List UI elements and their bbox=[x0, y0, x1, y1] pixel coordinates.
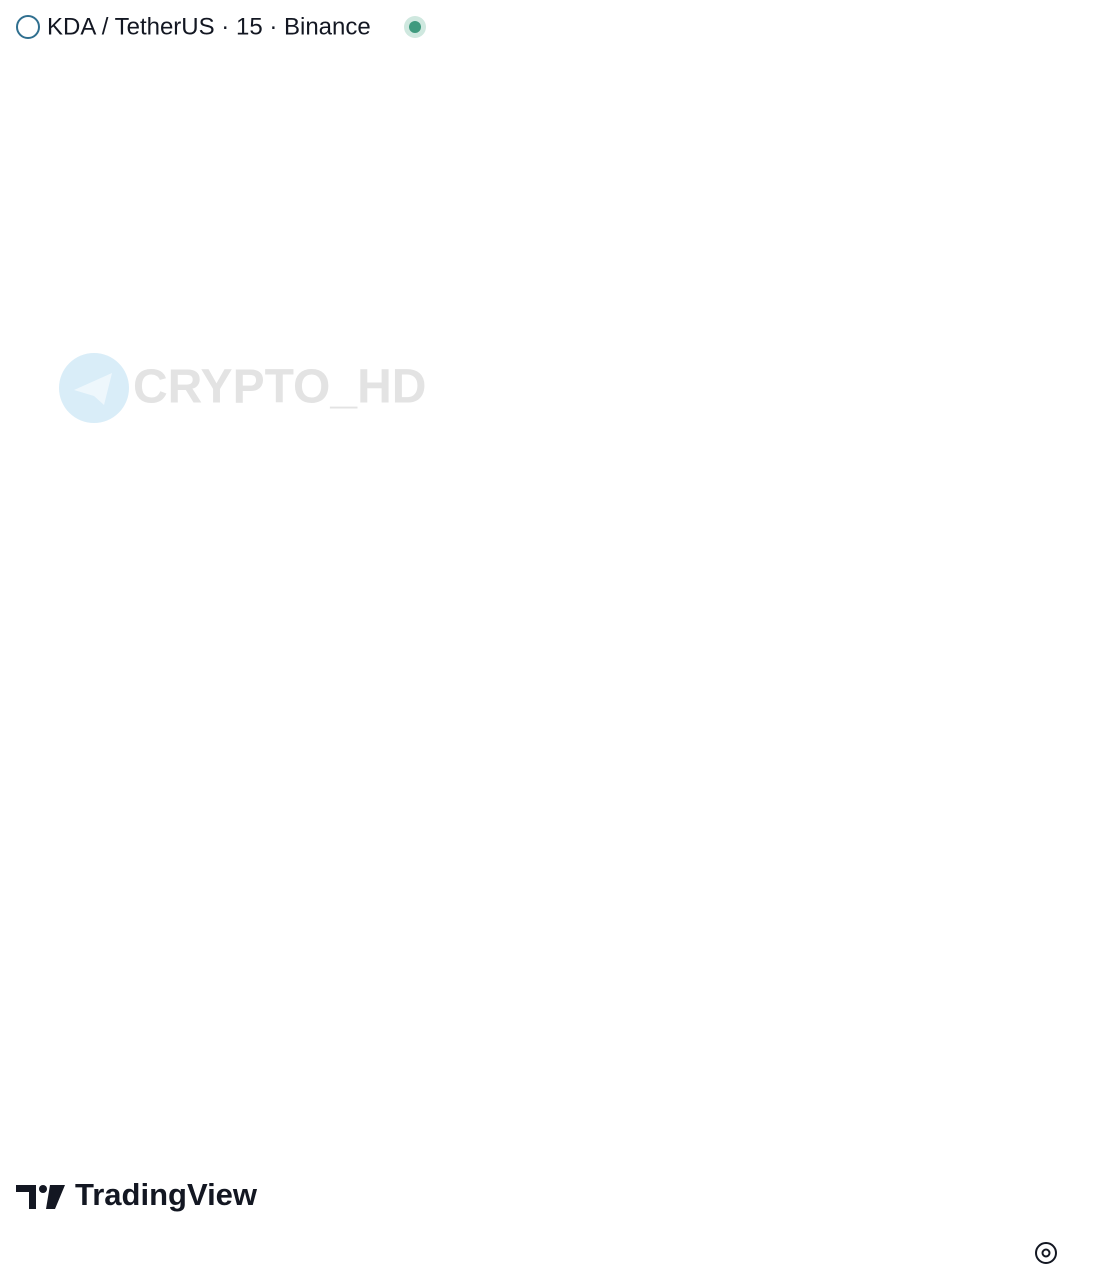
brand-logo bbox=[16, 1185, 65, 1209]
settings-icon[interactable] bbox=[1035, 1242, 1057, 1264]
brand: TradingView bbox=[75, 1177, 258, 1212]
status-dot bbox=[409, 21, 421, 33]
watermark: CRYPTO_HD bbox=[133, 361, 426, 414]
logo-shape bbox=[46, 1185, 65, 1209]
gear[interactable] bbox=[1035, 1242, 1057, 1264]
symbol-icon bbox=[16, 15, 40, 39]
gear-center[interactable] bbox=[1041, 1248, 1051, 1258]
logo-shape bbox=[16, 1185, 36, 1209]
logo-dot bbox=[39, 1185, 47, 1193]
header-bg bbox=[0, 0, 605, 80]
chart-title: KDA / TetherUS · 15 · Binance bbox=[47, 13, 371, 40]
watermark-plane bbox=[74, 373, 112, 405]
